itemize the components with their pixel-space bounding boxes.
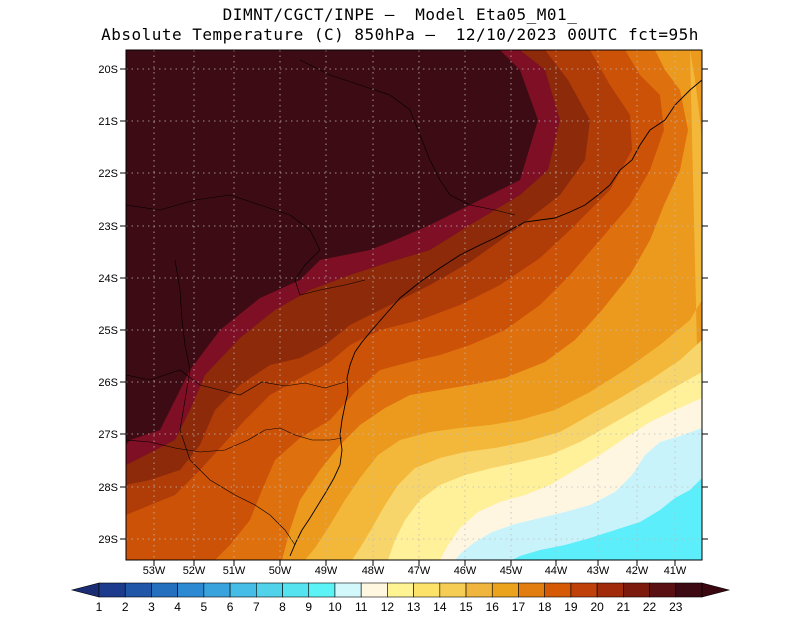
lon-label: 43W xyxy=(587,565,610,577)
colorbar-swatch xyxy=(124,582,152,598)
colorbar-label: 9 xyxy=(305,600,312,614)
colorbar-max-arrow xyxy=(701,582,731,598)
colorbar-label: 1 xyxy=(96,600,103,614)
lat-label: 24S xyxy=(98,273,118,285)
colorbar-swatch xyxy=(518,582,545,598)
graticule xyxy=(126,50,702,560)
colorbar-swatch xyxy=(675,582,703,598)
lat-label: 22S xyxy=(98,168,118,180)
lon-label: 45W xyxy=(500,565,523,577)
lat-label: 27S xyxy=(98,429,118,441)
colorbar-label: 4 xyxy=(174,600,181,614)
lon-label: 41W xyxy=(664,565,687,577)
state-border-north xyxy=(126,194,366,296)
lon-labels: 53W 52W 51W 50W 49W 48W 47W 46W 45W 44W … xyxy=(143,565,687,577)
lon-label: 47W xyxy=(408,565,431,577)
colorbar-swatch xyxy=(649,582,677,598)
colorbar-label: 12 xyxy=(381,600,395,614)
colorbar-label: 23 xyxy=(669,600,683,614)
lon-label: 51W xyxy=(223,565,246,577)
colorbar-swatch xyxy=(465,582,493,598)
colorbar-swatch xyxy=(308,582,336,598)
colorbar-swatch xyxy=(229,582,257,598)
colorbar-label: 11 xyxy=(355,600,368,614)
colorbar-swatch xyxy=(623,582,650,598)
colorbar-label: 21 xyxy=(617,600,631,614)
colorbar-swatch xyxy=(387,582,414,598)
lon-label: 50W xyxy=(269,565,292,577)
colorbar-label: 19 xyxy=(564,600,578,614)
colorbar-swatch xyxy=(360,582,388,598)
colorbar-label: 14 xyxy=(433,600,447,614)
colorbar-swatch xyxy=(570,582,598,598)
colorbar-label: 17 xyxy=(512,600,526,614)
lon-label: 49W xyxy=(315,565,338,577)
colorbar-swatch xyxy=(413,582,441,598)
lon-label: 46W xyxy=(454,565,477,577)
colorbar: 1 2 3 4 5 6 7 8 9 10 11 12 13 14 15 16 17 18 19 20 21 22 23 xyxy=(70,582,731,614)
lat-tick-marks xyxy=(120,68,708,540)
lon-label: 44W xyxy=(545,565,568,577)
state-border-south xyxy=(126,427,343,453)
coastline xyxy=(289,79,702,557)
colorbar-label: 22 xyxy=(643,600,657,614)
lon-label: 48W xyxy=(362,565,385,577)
map-title-line-1: DIMNT/CGCT/INPE – Model Eta05_M01_ xyxy=(222,5,578,24)
lon-label: 53W xyxy=(143,565,166,577)
colorbar-swatch xyxy=(596,582,624,598)
state-border-north-2 xyxy=(299,59,516,216)
lat-label: 23S xyxy=(98,221,118,233)
lat-label: 20S xyxy=(98,64,118,76)
colorbar-label: 7 xyxy=(253,600,260,614)
band-cyan xyxy=(512,478,702,560)
map-title-line-2: Absolute Temperature (C) 850hPa – 12/10/… xyxy=(101,25,699,44)
colorbar-label: 8 xyxy=(279,600,286,614)
colorbar-swatch xyxy=(544,582,572,598)
colorbar-swatch xyxy=(98,582,126,598)
lon-label: 42W xyxy=(626,565,649,577)
lat-label: 29S xyxy=(98,534,118,546)
colorbar-min-arrow xyxy=(70,582,100,598)
colorbar-label: 16 xyxy=(486,600,500,614)
lon-tick-marks xyxy=(153,560,676,566)
colorbar-label: 2 xyxy=(122,600,129,614)
lat-label: 25S xyxy=(98,325,118,337)
colorbar-swatch xyxy=(282,582,310,598)
colorbar-label: 10 xyxy=(328,600,342,614)
colorbar-swatch xyxy=(177,582,205,598)
colorbar-swatch xyxy=(439,582,467,598)
colorbar-label: 13 xyxy=(407,600,421,614)
colorbar-swatch xyxy=(151,582,178,598)
lat-labels: 20S 21S 22S 23S 24S 25S 26S 27S 28S 29S xyxy=(98,64,118,546)
map-frame xyxy=(125,49,703,561)
lat-label: 28S xyxy=(98,482,118,494)
colorbar-label: 6 xyxy=(227,600,234,614)
map-field xyxy=(126,50,702,560)
lat-label: 26S xyxy=(98,377,118,389)
colorbar-swatch xyxy=(491,582,519,598)
colorbar-label: 3 xyxy=(148,600,155,614)
colorbar-label: 15 xyxy=(459,600,473,614)
state-border-mid xyxy=(126,369,346,396)
country-border-west xyxy=(174,259,296,546)
colorbar-swatch xyxy=(203,582,231,598)
lon-label: 52W xyxy=(183,565,206,577)
colorbar-swatch xyxy=(256,582,283,598)
colorbar-swatch xyxy=(334,582,362,598)
lat-label: 21S xyxy=(98,116,118,128)
colorbar-label: 18 xyxy=(538,600,552,614)
colorbar-label: 5 xyxy=(201,600,208,614)
colorbar-label: 20 xyxy=(590,600,604,614)
